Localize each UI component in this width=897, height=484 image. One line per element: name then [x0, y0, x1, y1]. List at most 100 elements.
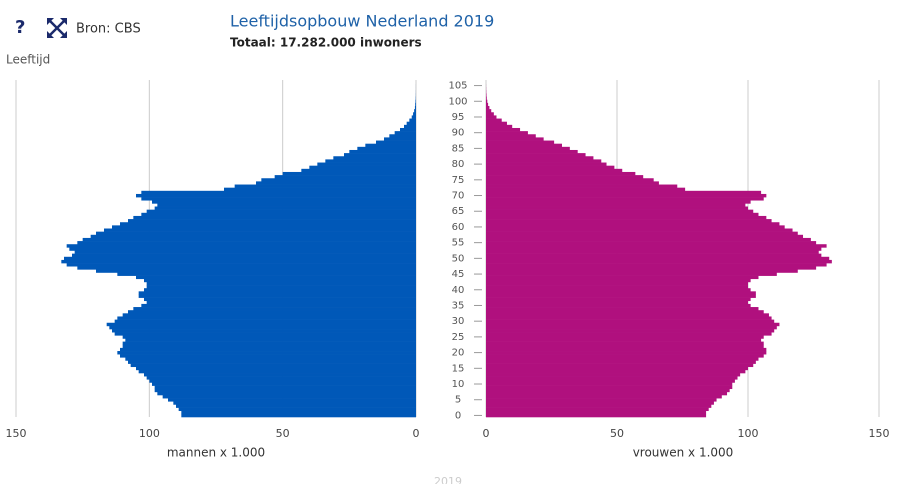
- bar: [486, 407, 709, 412]
- bar: [112, 329, 416, 333]
- bar: [486, 184, 678, 188]
- bar: [486, 112, 494, 116]
- bar: [486, 206, 748, 210]
- bar: [146, 300, 416, 305]
- bar: [146, 281, 416, 286]
- bar: [486, 241, 817, 245]
- bar: [486, 266, 817, 270]
- bar: [486, 269, 798, 273]
- bar: [486, 281, 748, 286]
- bar: [152, 382, 416, 386]
- y-tick-label: 20: [452, 348, 465, 359]
- bar: [486, 168, 623, 173]
- bar: [486, 316, 772, 320]
- bar: [365, 143, 416, 148]
- bar: [486, 388, 730, 393]
- bar: [122, 335, 417, 339]
- bar: [486, 193, 767, 198]
- bar: [486, 237, 811, 242]
- bar: [486, 291, 756, 295]
- bar: [486, 175, 644, 179]
- bar: [144, 288, 416, 292]
- bar: [486, 376, 738, 380]
- bar: [261, 178, 416, 182]
- bar: [96, 231, 416, 236]
- bar: [168, 398, 416, 402]
- bar: [486, 341, 764, 346]
- bar: [486, 247, 822, 251]
- y-tick-label: 60: [452, 222, 465, 233]
- bar: [486, 363, 754, 368]
- x-tick-label: 50: [276, 427, 290, 440]
- bar: [486, 347, 767, 352]
- bar: [66, 244, 417, 248]
- bar: [486, 401, 714, 405]
- bar: [486, 215, 767, 220]
- bar: [136, 275, 416, 280]
- x-tick-label: 150: [6, 427, 27, 440]
- y-tick-label: 65: [452, 206, 465, 217]
- chart-subtitle: Totaal: 17.282.000 inwoners: [230, 36, 422, 50]
- bar: [82, 237, 417, 242]
- bar: [282, 171, 416, 176]
- bar: [325, 159, 416, 163]
- bar: [414, 109, 416, 113]
- bar: [117, 316, 416, 320]
- bar: [486, 395, 722, 399]
- help-button[interactable]: ?: [15, 17, 25, 38]
- bar: [486, 93, 487, 97]
- axis-title: vrouwen x 1.000: [633, 446, 734, 460]
- bar: [486, 303, 751, 308]
- bar: [128, 310, 416, 314]
- bar: [136, 366, 416, 371]
- bar: [486, 200, 751, 204]
- bar: [486, 329, 775, 333]
- bar: [125, 338, 416, 342]
- x-tick-label: 0: [413, 427, 420, 440]
- year-slider-label[interactable]: 2019: [434, 475, 462, 484]
- bar: [146, 209, 416, 214]
- fullscreen-button[interactable]: [47, 18, 67, 38]
- bar: [486, 410, 707, 415]
- bar: [486, 124, 513, 129]
- bar: [486, 272, 777, 276]
- bar: [486, 109, 492, 113]
- bar: [486, 398, 717, 402]
- bar: [181, 410, 416, 415]
- bar: [486, 366, 748, 371]
- x-tick-label: 100: [738, 427, 759, 440]
- bar: [486, 413, 707, 418]
- bar: [376, 140, 416, 144]
- bar: [486, 212, 759, 217]
- bar: [256, 181, 416, 185]
- bar: [104, 228, 416, 232]
- y-tick-label: 40: [452, 285, 465, 296]
- y-tick-label: 90: [452, 128, 465, 139]
- bar: [486, 234, 804, 239]
- x-tick-label: 0: [483, 427, 490, 440]
- bar: [64, 256, 416, 261]
- bar: [333, 156, 416, 160]
- bar: [486, 181, 659, 185]
- bar: [122, 341, 417, 346]
- bar: [144, 373, 416, 377]
- bar: [486, 275, 759, 280]
- bar: [61, 259, 416, 264]
- bar: [146, 376, 416, 380]
- y-tick-label: 80: [452, 159, 465, 170]
- bar: [77, 266, 416, 270]
- bar: [112, 225, 416, 229]
- x-tick-label: 100: [139, 427, 160, 440]
- bar: [486, 373, 741, 377]
- bar: [486, 382, 733, 386]
- y-tick-label: 15: [452, 363, 465, 374]
- y-tick-label: 95: [452, 112, 465, 123]
- bar: [317, 162, 416, 166]
- bar: [486, 118, 502, 122]
- bar: [486, 256, 830, 261]
- bar: [486, 156, 594, 160]
- bar: [157, 203, 417, 207]
- bar: [486, 134, 536, 138]
- bar: [486, 357, 759, 361]
- bar: [90, 234, 417, 239]
